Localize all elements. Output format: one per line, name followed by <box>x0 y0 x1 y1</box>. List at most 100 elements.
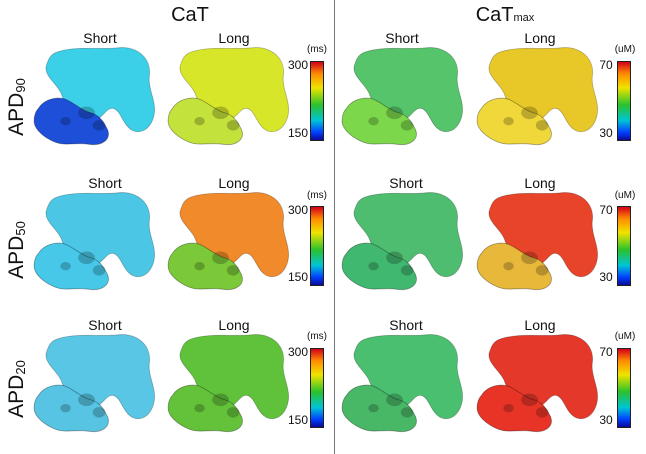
atrium-map <box>33 334 155 433</box>
vessel-opening <box>212 106 229 120</box>
vessel-opening <box>60 403 71 413</box>
colorbar-unit: (ms) <box>307 190 327 201</box>
colorbar-ms <box>310 61 324 141</box>
atrium-lower-region <box>341 242 417 291</box>
colorbar-unit: (ms) <box>307 331 327 342</box>
atrium-upper-region <box>353 334 463 420</box>
row-label-apd50: APD50 <box>5 221 28 279</box>
colorbar-unit: (uM) <box>614 44 636 55</box>
atrium-map <box>476 192 598 291</box>
colorbar-ms <box>310 348 324 428</box>
colorbar-unit: (ms) <box>307 44 327 55</box>
vessel-opening <box>535 120 549 131</box>
col-title-cat: CaT <box>171 4 209 26</box>
vessel-opening <box>212 393 229 407</box>
vessel-opening <box>400 120 414 131</box>
colorbar-min: 150 <box>287 126 309 140</box>
vessel-opening <box>194 261 205 271</box>
vessel-opening <box>92 120 106 131</box>
colorbar-min: 150 <box>287 270 309 284</box>
colorbar-min: 150 <box>287 413 309 427</box>
label-long: Long <box>218 317 250 333</box>
atrium-upper-region <box>488 334 598 420</box>
atrium-lower-region <box>476 242 552 291</box>
vessel-opening <box>386 106 403 120</box>
atrium-upper-region <box>179 192 289 278</box>
atrium-upper-region <box>488 192 598 278</box>
atrium-lower-region <box>341 97 417 146</box>
colorbar-um <box>617 348 631 428</box>
vessel-opening <box>226 407 240 418</box>
atrium-lower-region <box>33 97 109 146</box>
atrium-lower-region <box>33 242 109 291</box>
atrium-upper-region <box>45 334 155 420</box>
vessel-opening <box>212 251 229 265</box>
colorbar-max: 300 <box>287 58 309 72</box>
row-label-apd20: APD20 <box>5 360 28 418</box>
label-short: Short <box>389 317 423 333</box>
vessel-opening <box>194 403 205 413</box>
colorbar-unit: (uM) <box>614 190 636 201</box>
vessel-opening <box>521 251 538 265</box>
vessel-opening <box>368 403 379 413</box>
atrium-map <box>33 192 155 291</box>
colorbar-max: 300 <box>287 345 309 359</box>
atrium-lower-region <box>33 384 109 433</box>
colorbar-min: 30 <box>599 126 613 140</box>
vessel-opening <box>60 116 71 126</box>
vessel-opening <box>521 393 538 407</box>
label-short: Short <box>83 30 117 46</box>
label-long: Long <box>218 30 250 46</box>
vessel-opening <box>400 265 414 276</box>
colorbar-max: 70 <box>599 203 613 217</box>
atrium-upper-region <box>45 192 155 278</box>
vessel-opening <box>368 116 379 126</box>
vessel-opening <box>521 106 538 120</box>
vessel-opening <box>226 265 240 276</box>
atrium-lower-region <box>167 97 243 146</box>
atrium-lower-region <box>476 97 552 146</box>
atrium-lower-region <box>476 384 552 433</box>
colorbar-unit: (uM) <box>614 331 636 342</box>
row-label-apd90: APD90 <box>5 78 28 136</box>
label-long: Long <box>218 175 250 191</box>
vessel-opening <box>92 407 106 418</box>
colorbar-min: 30 <box>599 270 613 284</box>
label-short: Short <box>389 175 423 191</box>
atrium-map <box>341 334 463 433</box>
atrium-upper-region <box>45 47 155 133</box>
column-divider <box>334 0 335 454</box>
vessel-opening <box>503 403 514 413</box>
colorbar-max: 300 <box>287 203 309 217</box>
atrium-upper-region <box>353 192 463 278</box>
vessel-opening <box>535 407 549 418</box>
colorbar-min: 30 <box>599 413 613 427</box>
colorbar-max: 70 <box>599 345 613 359</box>
col-title-catmax: CaTmax <box>475 4 535 26</box>
label-long: Long <box>524 30 556 46</box>
vessel-opening <box>503 116 514 126</box>
vessel-opening <box>386 251 403 265</box>
vessel-opening <box>78 393 95 407</box>
vessel-opening <box>503 261 514 271</box>
label-short: Short <box>88 317 122 333</box>
atrium-lower-region <box>167 384 243 433</box>
atrium-map <box>341 192 463 291</box>
label-long: Long <box>524 175 556 191</box>
atrium-map <box>476 47 598 146</box>
colorbar-um <box>617 61 631 141</box>
atrium-map <box>167 334 289 433</box>
vessel-opening <box>78 106 95 120</box>
label-short: Short <box>385 30 419 46</box>
atrium-upper-region <box>353 47 463 133</box>
vessel-opening <box>386 393 403 407</box>
vessel-opening <box>226 120 240 131</box>
label-long: Long <box>524 317 556 333</box>
vessel-opening <box>194 116 205 126</box>
colorbar-ms <box>310 206 324 286</box>
atrium-map <box>167 47 289 146</box>
label-short: Short <box>88 175 122 191</box>
atrium-upper-region <box>179 47 289 133</box>
vessel-opening <box>368 261 379 271</box>
atrium-map <box>33 47 155 146</box>
